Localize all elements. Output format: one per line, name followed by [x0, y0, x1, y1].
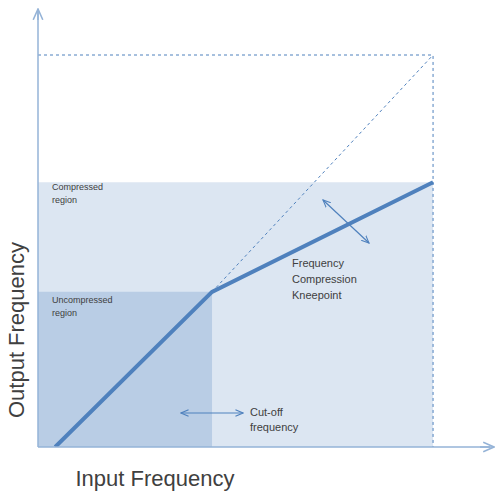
- svg-text:FrequencyCompressionKneepoint: FrequencyCompressionKneepoint: [292, 257, 357, 301]
- svg-text:Uncompressedregion: Uncompressedregion: [52, 295, 113, 318]
- svg-text:Cut-offfrequency: Cut-offfrequency: [250, 406, 299, 433]
- svg-text:Output Frequency: Output Frequency: [8, 242, 29, 418]
- svg-text:Compressedregion: Compressedregion: [52, 182, 103, 205]
- svg-text:Input Frequency: Input Frequency: [76, 466, 235, 491]
